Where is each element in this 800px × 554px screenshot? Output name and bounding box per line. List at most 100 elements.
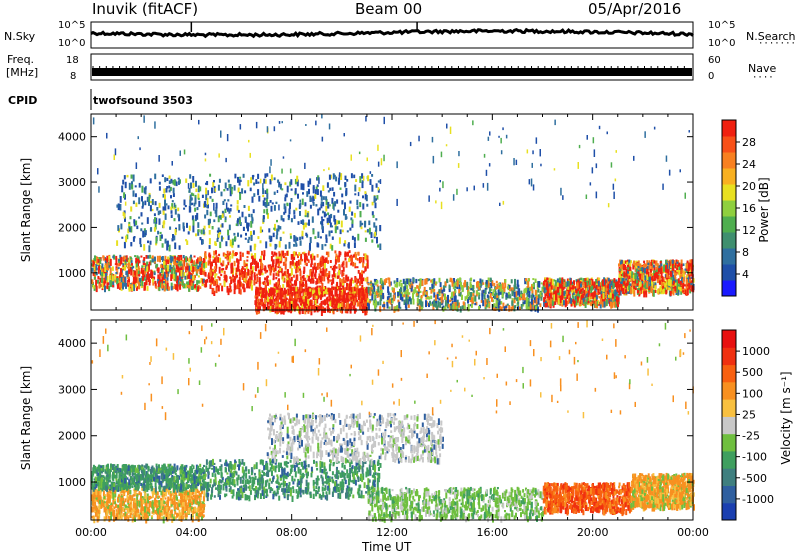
power-cell [208, 230, 211, 235]
power-cell [178, 180, 180, 185]
power-cell [366, 255, 369, 263]
power-cell [589, 286, 591, 291]
power-cell [487, 277, 490, 283]
power-cell [164, 238, 167, 242]
power-cell [671, 270, 674, 278]
power-cell [576, 279, 578, 283]
power-cell [316, 263, 319, 270]
power-cell [345, 286, 348, 291]
power-cell [346, 230, 349, 233]
power-cell [301, 230, 304, 237]
power-cell [106, 282, 109, 290]
power-cell [588, 280, 591, 285]
power-cell [543, 288, 546, 294]
power-cell [227, 199, 230, 202]
power-cell [271, 251, 274, 255]
power-cell [369, 299, 372, 302]
power-cell [160, 256, 163, 260]
power-cell [419, 281, 422, 287]
power-cell [425, 300, 427, 308]
power-cell [134, 255, 137, 258]
power-cell [499, 305, 502, 310]
power-cell [363, 289, 366, 295]
power-cell [294, 262, 297, 266]
power-cell [308, 219, 310, 226]
power-cell [288, 277, 291, 281]
power-cell [449, 303, 452, 307]
power-cell [613, 299, 616, 303]
power-cell [337, 255, 339, 261]
power-cell [257, 298, 260, 304]
power-cell [284, 206, 287, 214]
power-cell [405, 306, 408, 310]
power-cell [639, 269, 642, 272]
power-cell [311, 253, 314, 260]
power-cell [371, 201, 374, 206]
power-cell [484, 301, 487, 307]
power-cell [258, 277, 261, 284]
power-cell [663, 283, 666, 287]
power-cell [523, 288, 526, 292]
power-cell [603, 277, 606, 284]
power-cell [359, 202, 362, 208]
power-cell [320, 309, 323, 316]
power-cell [249, 269, 252, 276]
power-cell [162, 210, 165, 215]
power-cell [171, 200, 174, 203]
power-cell [654, 282, 657, 285]
power-cell [453, 278, 455, 283]
power-cell [118, 276, 120, 283]
power-cell [253, 193, 256, 197]
power-cell [333, 215, 336, 222]
power-cell [336, 293, 339, 298]
power-cell [155, 264, 158, 269]
power-cell [133, 275, 136, 280]
power-cell [224, 254, 227, 258]
power-cell [117, 225, 120, 231]
power-cell [179, 275, 182, 281]
power-cell [151, 199, 154, 205]
power-cell [143, 276, 146, 281]
power-cell [567, 300, 570, 305]
power-cell [283, 297, 286, 304]
power-cell [146, 196, 149, 202]
power-cell [312, 288, 315, 291]
power-cell [586, 277, 589, 282]
power-cell [282, 276, 285, 282]
power-cell [442, 285, 445, 292]
power-cell [235, 267, 238, 273]
power-cell [349, 227, 352, 231]
power-cell [572, 298, 575, 304]
power-cell [586, 297, 589, 304]
power-cell [160, 275, 162, 279]
power-cell [148, 276, 150, 281]
power-cell [95, 279, 98, 287]
power-cell [351, 222, 354, 228]
power-cell [115, 255, 118, 260]
power-cell [153, 227, 156, 232]
power-cell [463, 305, 466, 310]
power-cell [119, 254, 122, 261]
power-cell [426, 278, 429, 282]
power-cell [638, 272, 641, 277]
power-cell [125, 263, 128, 266]
power-cell [280, 268, 283, 274]
power-cell [130, 282, 133, 286]
power-cell [150, 269, 153, 273]
power-cell [490, 288, 493, 292]
power-cell [319, 275, 322, 280]
power-cell [604, 285, 607, 290]
power-cell [137, 280, 140, 287]
power-cell [300, 183, 303, 190]
power-cell [229, 285, 232, 293]
power-cell [422, 291, 425, 296]
power-cell [287, 284, 290, 287]
power-cell [478, 286, 481, 290]
power-cell [255, 179, 258, 184]
power-cell [329, 279, 332, 282]
power-cell [688, 283, 691, 290]
power-cell [386, 304, 389, 309]
power-cell [230, 277, 233, 281]
power-cell [437, 300, 440, 308]
power-cell [311, 271, 313, 278]
